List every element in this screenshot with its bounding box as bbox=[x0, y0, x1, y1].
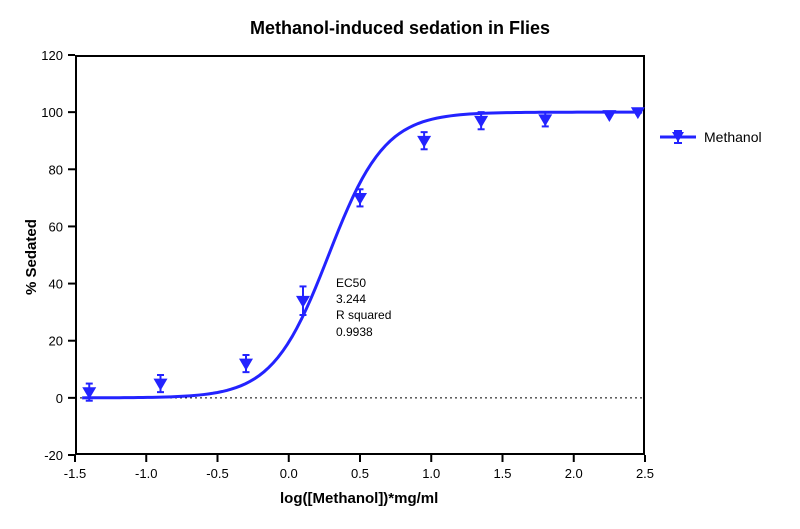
y-tick-label: 120 bbox=[41, 48, 63, 63]
x-tick-label: -1.0 bbox=[135, 466, 157, 481]
y-tick-label: -20 bbox=[44, 448, 63, 463]
data-point bbox=[538, 114, 552, 126]
stats-line: R squared bbox=[336, 307, 391, 323]
stats-line: 0.9938 bbox=[336, 324, 391, 340]
x-tick-label: -0.5 bbox=[206, 466, 228, 481]
x-tick-label: 2.5 bbox=[636, 466, 654, 481]
y-tick-label: 100 bbox=[41, 105, 63, 120]
y-tick-label: 60 bbox=[49, 219, 63, 234]
stats-box: EC50 3.244 R squared 0.9938 bbox=[336, 275, 391, 340]
x-tick-label: 0.0 bbox=[280, 466, 298, 481]
y-tick-label: 80 bbox=[49, 162, 63, 177]
legend-marker bbox=[660, 128, 696, 146]
x-axis-label: log([Methanol])*mg/ml bbox=[280, 490, 438, 507]
data-point bbox=[417, 136, 431, 148]
data-point bbox=[474, 116, 488, 128]
data-point bbox=[154, 379, 168, 391]
y-tick-label: 40 bbox=[49, 277, 63, 292]
x-tick-label: -1.5 bbox=[64, 466, 86, 481]
figure: Methanol-induced sedation in Flies -1.5-… bbox=[0, 0, 800, 529]
legend-label: Methanol bbox=[704, 129, 762, 145]
data-point bbox=[602, 110, 616, 122]
data-point bbox=[353, 193, 367, 205]
x-tick-label: 1.5 bbox=[493, 466, 511, 481]
x-tick-label: 1.0 bbox=[422, 466, 440, 481]
data-point bbox=[239, 359, 253, 371]
fit-curve bbox=[82, 112, 642, 398]
y-tick-label: 20 bbox=[49, 334, 63, 349]
y-tick-label: 0 bbox=[56, 391, 63, 406]
stats-line: EC50 bbox=[336, 275, 391, 291]
legend: Methanol bbox=[660, 128, 762, 146]
x-tick-label: 2.0 bbox=[565, 466, 583, 481]
y-axis-label: % Sedated bbox=[23, 219, 40, 295]
stats-line: 3.244 bbox=[336, 291, 391, 307]
chart-svg: -1.5 -1.0 -0.5 0.0 0.5 1.0 1.5 2.0 2.5 -20 0 20 40 60… bbox=[0, 0, 800, 529]
x-tick-label: 0.5 bbox=[351, 466, 369, 481]
